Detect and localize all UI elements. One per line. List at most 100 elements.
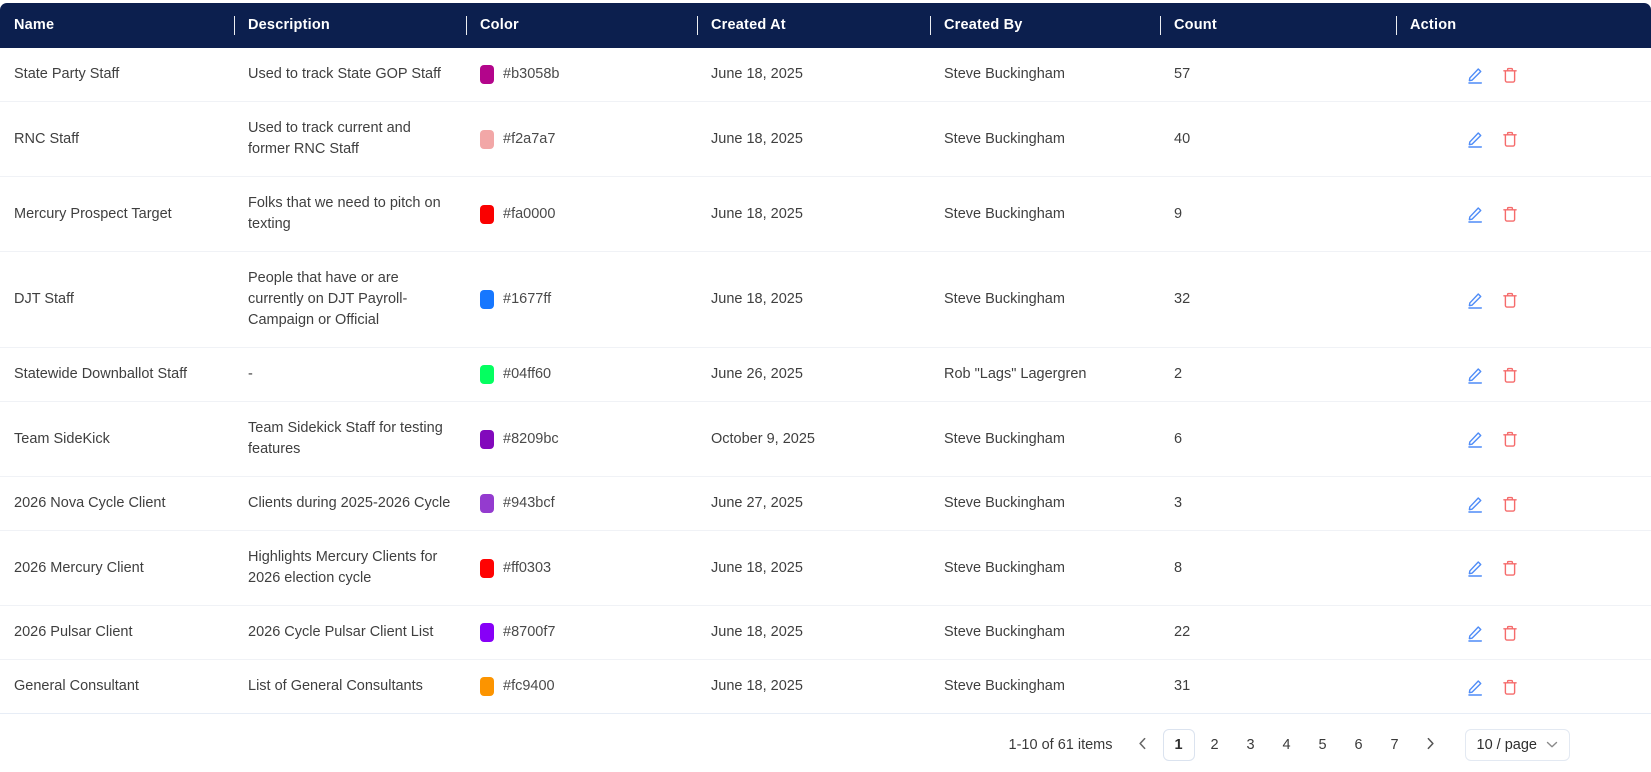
pencil-icon — [1466, 66, 1484, 84]
cell-created-by: Steve Buckingham — [944, 430, 1065, 447]
cell-name: Team SideKick — [14, 430, 110, 447]
cell-created-by: Steve Buckingham — [944, 291, 1065, 307]
cell-actions — [1396, 114, 1651, 164]
color-swatch — [480, 494, 494, 513]
color-swatch — [480, 365, 494, 384]
page-number-button[interactable]: 7 — [1379, 729, 1411, 761]
page-number-button[interactable]: 3 — [1235, 729, 1267, 761]
edit-button[interactable] — [1466, 624, 1484, 642]
color-hex-label: #f2a7a7 — [503, 130, 556, 147]
trash-icon — [1501, 678, 1519, 696]
cell-created-by: Steve Buckingham — [944, 130, 1065, 147]
page-number-button[interactable]: 4 — [1271, 729, 1303, 761]
color-swatch — [480, 429, 494, 449]
cell-created-at: June 18, 2025 — [711, 291, 803, 307]
cell-color: #f2a7a7 — [466, 113, 697, 166]
trash-icon — [1501, 430, 1519, 448]
page-number-button[interactable]: 6 — [1343, 729, 1375, 761]
cell-count: 8 — [1174, 559, 1183, 576]
pagination-bar: 1-10 of 61 items 1 2 3 4 5 6 7 — [0, 714, 1651, 761]
table-row: Team SideKick Team Sidekick Staff for te… — [0, 402, 1651, 477]
delete-button[interactable] — [1501, 366, 1519, 384]
table-row: 2026 Nova Cycle Client Clients during 20… — [0, 477, 1651, 531]
pencil-icon — [1466, 430, 1484, 448]
cell-description: - — [248, 366, 253, 382]
cell-name: 2026 Nova Cycle Client — [14, 495, 166, 511]
prev-page-button[interactable] — [1127, 729, 1159, 761]
color-swatch — [480, 558, 494, 578]
cell-created-by: Steve Buckingham — [944, 678, 1065, 694]
edit-button[interactable] — [1466, 678, 1484, 696]
cell-count: 2 — [1174, 366, 1183, 382]
pencil-icon — [1466, 559, 1484, 577]
cell-actions — [1396, 350, 1651, 400]
edit-button[interactable] — [1466, 130, 1484, 148]
cell-created-by: Rob "Lags" Lagergren — [944, 366, 1087, 382]
trash-icon — [1501, 130, 1519, 148]
page-number-button[interactable]: 5 — [1307, 729, 1339, 761]
edit-button[interactable] — [1466, 430, 1484, 448]
cell-created-at: June 18, 2025 — [711, 130, 803, 147]
cell-actions — [1396, 479, 1651, 529]
chevron-right-icon — [1425, 737, 1436, 754]
pencil-icon — [1466, 130, 1484, 148]
cell-name: Statewide Downballot Staff — [14, 366, 188, 382]
delete-button[interactable] — [1501, 678, 1519, 696]
cell-description: Team Sidekick Staff for testing features — [248, 420, 443, 457]
delete-button[interactable] — [1501, 66, 1519, 84]
cell-created-by: Steve Buckingham — [944, 624, 1065, 640]
edit-button[interactable] — [1466, 66, 1484, 84]
color-swatch — [480, 677, 494, 696]
trash-icon — [1501, 291, 1519, 309]
cell-created-at: June 26, 2025 — [711, 366, 803, 382]
pagination-summary: 1-10 of 61 items — [1008, 737, 1113, 753]
cell-name: General Consultant — [14, 678, 139, 694]
trash-icon — [1501, 66, 1519, 84]
column-header-created-by: Created By — [930, 3, 1160, 48]
cell-name: 2026 Mercury Client — [14, 559, 144, 576]
column-header-action: Action — [1396, 3, 1651, 48]
pencil-icon — [1466, 366, 1484, 384]
page-number-button[interactable]: 1 — [1162, 729, 1195, 761]
cell-name: DJT Staff — [14, 291, 74, 307]
cell-count: 32 — [1174, 291, 1191, 307]
edit-button[interactable] — [1466, 559, 1484, 577]
cell-description: Used to track current and former RNC Sta… — [248, 120, 411, 157]
color-hex-label: #8700f7 — [503, 624, 556, 640]
delete-button[interactable] — [1501, 430, 1519, 448]
cell-name: State Party Staff — [14, 66, 120, 82]
cell-actions — [1396, 414, 1651, 464]
pencil-icon — [1466, 624, 1484, 642]
edit-button[interactable] — [1466, 291, 1484, 309]
table-row: General Consultant List of General Consu… — [0, 660, 1651, 714]
delete-button[interactable] — [1501, 130, 1519, 148]
edit-button[interactable] — [1466, 366, 1484, 384]
trash-icon — [1501, 624, 1519, 642]
next-page-button[interactable] — [1415, 729, 1447, 761]
pencil-icon — [1466, 291, 1484, 309]
delete-button[interactable] — [1501, 559, 1519, 577]
delete-button[interactable] — [1501, 495, 1519, 513]
page-size-select[interactable]: 10 / page — [1464, 729, 1570, 761]
cell-color: #8700f7 — [466, 606, 697, 659]
cell-color: #943bcf — [466, 477, 697, 530]
trash-icon — [1501, 559, 1519, 577]
cell-description: Clients during 2025-2026 Cycle — [248, 495, 451, 511]
delete-button[interactable] — [1501, 624, 1519, 642]
pencil-icon — [1466, 205, 1484, 223]
cell-count: 40 — [1174, 130, 1191, 147]
cell-description: People that have or are currently on DJT… — [248, 270, 408, 328]
delete-button[interactable] — [1501, 205, 1519, 223]
cell-actions — [1396, 275, 1651, 325]
delete-button[interactable] — [1501, 291, 1519, 309]
color-hex-label: #1677ff — [503, 291, 552, 307]
color-hex-label: #fa0000 — [503, 205, 556, 222]
page-number-button[interactable]: 2 — [1199, 729, 1231, 761]
table-body: State Party Staff Used to track State GO… — [0, 48, 1651, 714]
edit-button[interactable] — [1466, 495, 1484, 513]
edit-button[interactable] — [1466, 205, 1484, 223]
trash-icon — [1501, 205, 1519, 223]
trash-icon — [1501, 366, 1519, 384]
column-header-created-at: Created At — [697, 3, 930, 48]
